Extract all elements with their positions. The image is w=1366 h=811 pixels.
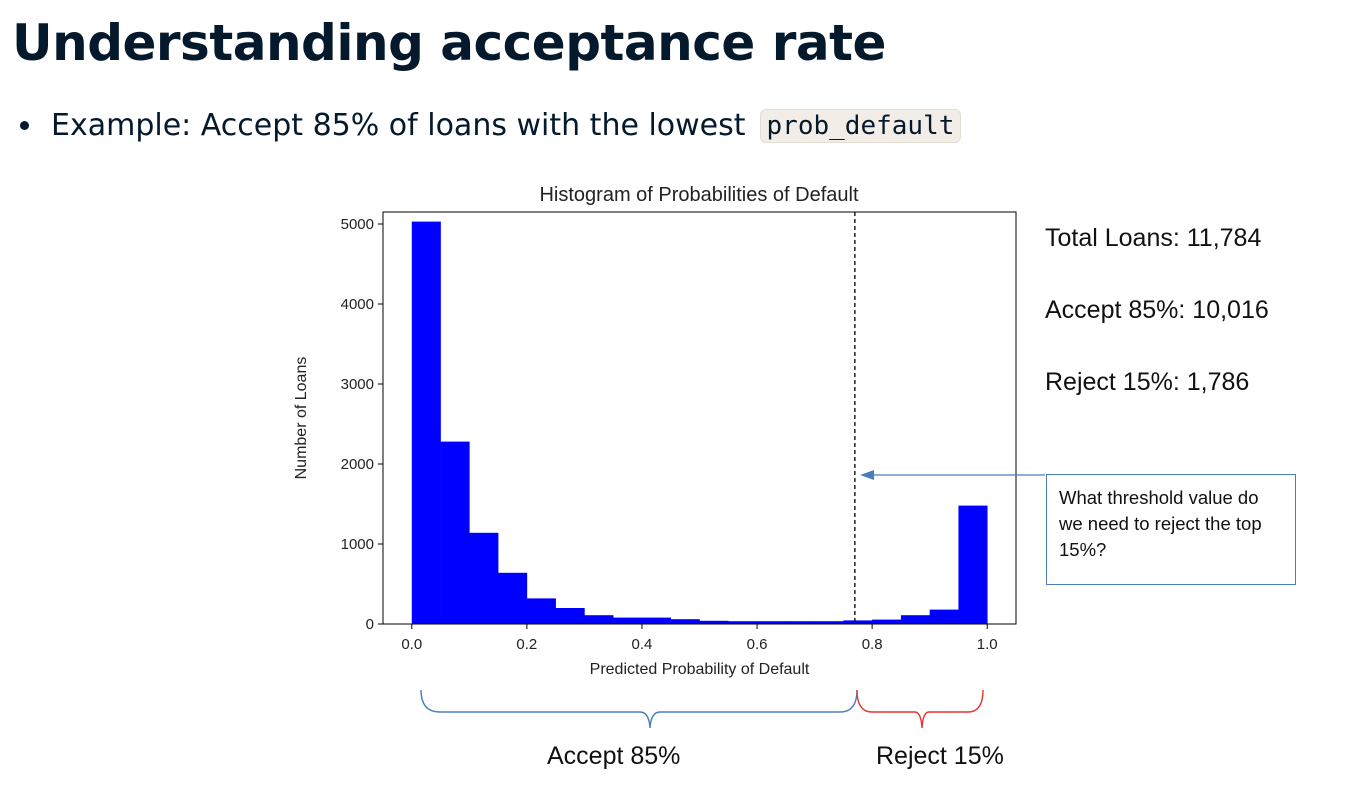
histogram-bar <box>929 609 959 624</box>
y-axis-label: Number of Loans <box>293 357 310 480</box>
histogram-bar <box>440 441 470 624</box>
histogram-bar <box>900 615 930 624</box>
threshold-callout-box: What threshold value do we need to rejec… <box>1046 474 1296 585</box>
x-tick-label: 0.4 <box>632 636 653 653</box>
histogram-bar <box>699 620 729 624</box>
accept-label: Accept 85% <box>547 742 681 770</box>
histogram-bars <box>411 221 988 624</box>
bullet-point: Example: Accept 85% of loans with the lo… <box>18 108 962 143</box>
threshold-arrow <box>860 470 1045 480</box>
histogram-bar <box>814 621 844 624</box>
bullet-dot-icon <box>20 121 29 130</box>
reject-label: Reject 15% <box>876 742 1004 770</box>
histogram-bar <box>670 619 700 624</box>
x-tick-label: 0.2 <box>516 636 537 653</box>
total-loans-text: Total Loans: 11,784 <box>1045 224 1262 252</box>
accept-bracket <box>420 689 858 729</box>
y-tick-label: 3000 <box>341 376 374 393</box>
y-tick-label: 5000 <box>341 216 374 233</box>
x-tick-label: 0.0 <box>401 636 422 653</box>
histogram-bar <box>843 620 873 624</box>
x-tick-label: 1.0 <box>977 636 998 653</box>
x-tick-label: 0.6 <box>747 636 768 653</box>
histogram-bar <box>757 621 787 624</box>
accept-count-text: Accept 85%: 10,016 <box>1045 296 1269 324</box>
chart-title: Histogram of Probabilities of Default <box>539 184 858 206</box>
histogram-bar <box>872 619 902 624</box>
histogram-bar <box>526 598 556 624</box>
histogram-bar <box>958 505 988 624</box>
y-tick-label: 2000 <box>341 456 374 473</box>
x-axis: 0.0 0.2 0.4 0.6 0.8 1.0 <box>401 624 998 653</box>
reject-count-text: Reject 15%: 1,786 <box>1045 368 1250 396</box>
histogram-bar <box>584 615 614 624</box>
bullet-text: Example: Accept 85% of loans with the lo… <box>51 108 746 143</box>
histogram-bar <box>728 621 758 624</box>
plot-frame <box>382 211 1017 625</box>
histogram-bar <box>498 572 528 624</box>
x-axis-label: Predicted Probability of Default <box>590 661 810 678</box>
slide-title: Understanding acceptance rate <box>12 14 886 72</box>
histogram-bar <box>641 617 672 624</box>
y-tick-label: 1000 <box>341 536 374 553</box>
y-tick-label: 4000 <box>341 296 374 313</box>
x-tick-label: 0.8 <box>862 636 883 653</box>
histogram-bar <box>411 221 441 624</box>
histogram-bar <box>469 532 499 624</box>
histogram-bar <box>785 621 815 624</box>
y-axis: 0 1000 2000 3000 4000 5000 <box>341 216 383 633</box>
histogram-bar <box>555 608 585 624</box>
y-tick-label: 0 <box>366 616 374 633</box>
inline-code: prob_default <box>759 108 962 143</box>
reject-bracket <box>856 689 984 729</box>
histogram-bar <box>613 617 643 624</box>
